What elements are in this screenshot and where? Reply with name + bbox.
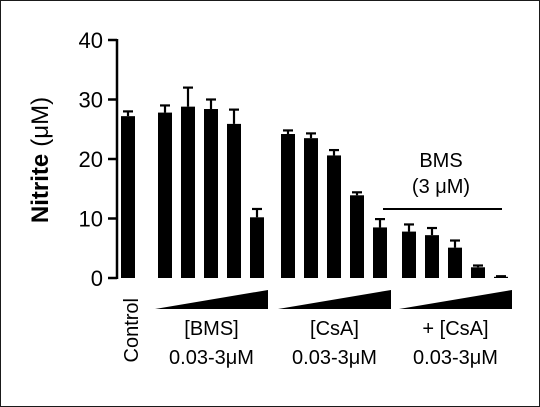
control-label: Control [121,298,143,362]
bar-bms-csa-4 [471,267,485,278]
y-tick-label: 10 [79,207,103,232]
error-bars [123,86,506,278]
bar-bms-5 [250,217,264,278]
bar-csa-1 [281,134,295,278]
y-axis-label-main: Nitrite [27,154,54,223]
bar-csa-3 [327,155,341,278]
bar-bms-3 [204,109,218,279]
annotation-line-1: BMS [419,150,462,172]
concentration-wedge [399,290,512,309]
bar-bms-2 [181,106,195,278]
y-tick-label: 0 [91,266,103,291]
bar-marks [121,106,508,279]
group-label-line-1: [BMS] [184,318,238,340]
group-label-line-1: [CsA] [310,318,359,340]
group-label-line-2: 0.03-3μM [169,347,254,369]
concentration-wedge [155,290,268,309]
group-labels: [BMS] 0.03-3μM [CsA] 0.03-3μM + [CsA] 0.03-3μ… [169,318,498,369]
annotation-line-2: (3 μM) [412,176,470,198]
y-tick-label: 30 [79,88,103,113]
y-axis-label: Nitrite (μM) [27,97,54,223]
bar-bms-4 [227,123,241,279]
y-tick-label: 20 [79,147,103,172]
concentration-wedge [278,290,391,309]
bar-bms-csa-2 [425,235,439,278]
bar-bms-1 [158,112,172,278]
group-label-line-2: 0.03-3μM [292,347,377,369]
bar-csa-4 [350,195,364,278]
bar-csa-5 [373,227,387,278]
bar-bms-csa-1 [402,231,416,278]
bms-annotation: BMS (3 μM) [383,150,502,210]
y-axis-label-unit: (μM) [27,97,54,147]
bar-csa-2 [304,138,318,278]
y-axis: 0 10 20 30 40 [79,28,119,291]
bar-control [121,116,135,278]
concentration-wedges [155,290,512,309]
bar-bms-csa-3 [448,247,462,278]
y-tick-label: 40 [79,28,103,53]
group-label-line-2: 0.03-3μM [413,347,498,369]
bar-bms-csa-5 [494,276,508,278]
group-label-line-1: + [CsA] [422,318,488,340]
